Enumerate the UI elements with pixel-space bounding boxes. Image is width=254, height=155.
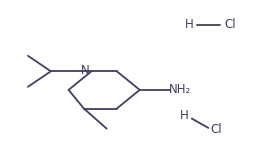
Text: H: H (180, 109, 188, 122)
Text: Cl: Cl (224, 18, 236, 31)
Text: Cl: Cl (210, 123, 222, 136)
Text: NH₂: NH₂ (169, 83, 192, 96)
Text: H: H (185, 18, 194, 31)
Text: N: N (81, 64, 89, 77)
